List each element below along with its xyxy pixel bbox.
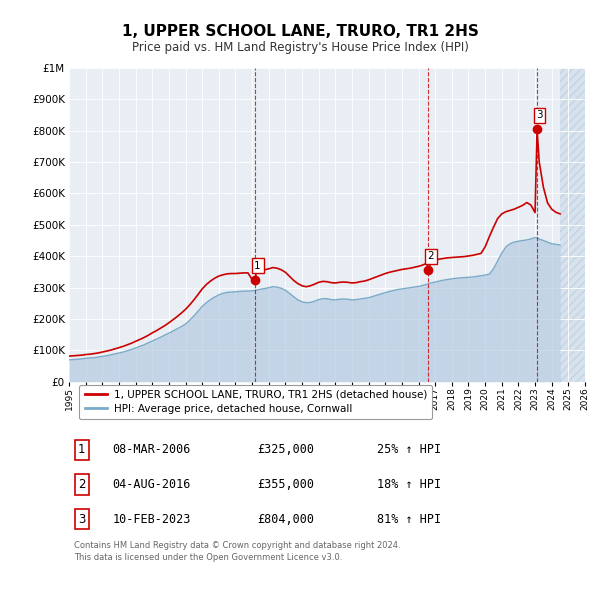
Text: 25% ↑ HPI: 25% ↑ HPI (377, 443, 442, 456)
Text: 1, UPPER SCHOOL LANE, TRURO, TR1 2HS: 1, UPPER SCHOOL LANE, TRURO, TR1 2HS (122, 24, 478, 38)
Text: 2: 2 (78, 478, 86, 491)
Text: 81% ↑ HPI: 81% ↑ HPI (377, 513, 442, 526)
Text: Price paid vs. HM Land Registry's House Price Index (HPI): Price paid vs. HM Land Registry's House … (131, 41, 469, 54)
Text: £804,000: £804,000 (257, 513, 314, 526)
Legend: 1, UPPER SCHOOL LANE, TRURO, TR1 2HS (detached house), HPI: Average price, detac: 1, UPPER SCHOOL LANE, TRURO, TR1 2HS (de… (79, 385, 433, 419)
Text: £325,000: £325,000 (257, 443, 314, 456)
Text: 1: 1 (254, 261, 261, 271)
Text: 3: 3 (536, 110, 543, 120)
Text: 18% ↑ HPI: 18% ↑ HPI (377, 478, 442, 491)
Text: 04-AUG-2016: 04-AUG-2016 (112, 478, 191, 491)
Text: 2: 2 (428, 251, 434, 261)
Text: £355,000: £355,000 (257, 478, 314, 491)
Text: 1: 1 (78, 443, 86, 456)
Text: 10-FEB-2023: 10-FEB-2023 (112, 513, 191, 526)
Text: 08-MAR-2006: 08-MAR-2006 (112, 443, 191, 456)
Text: Contains HM Land Registry data © Crown copyright and database right 2024.
This d: Contains HM Land Registry data © Crown c… (74, 541, 401, 562)
Text: 3: 3 (78, 513, 86, 526)
